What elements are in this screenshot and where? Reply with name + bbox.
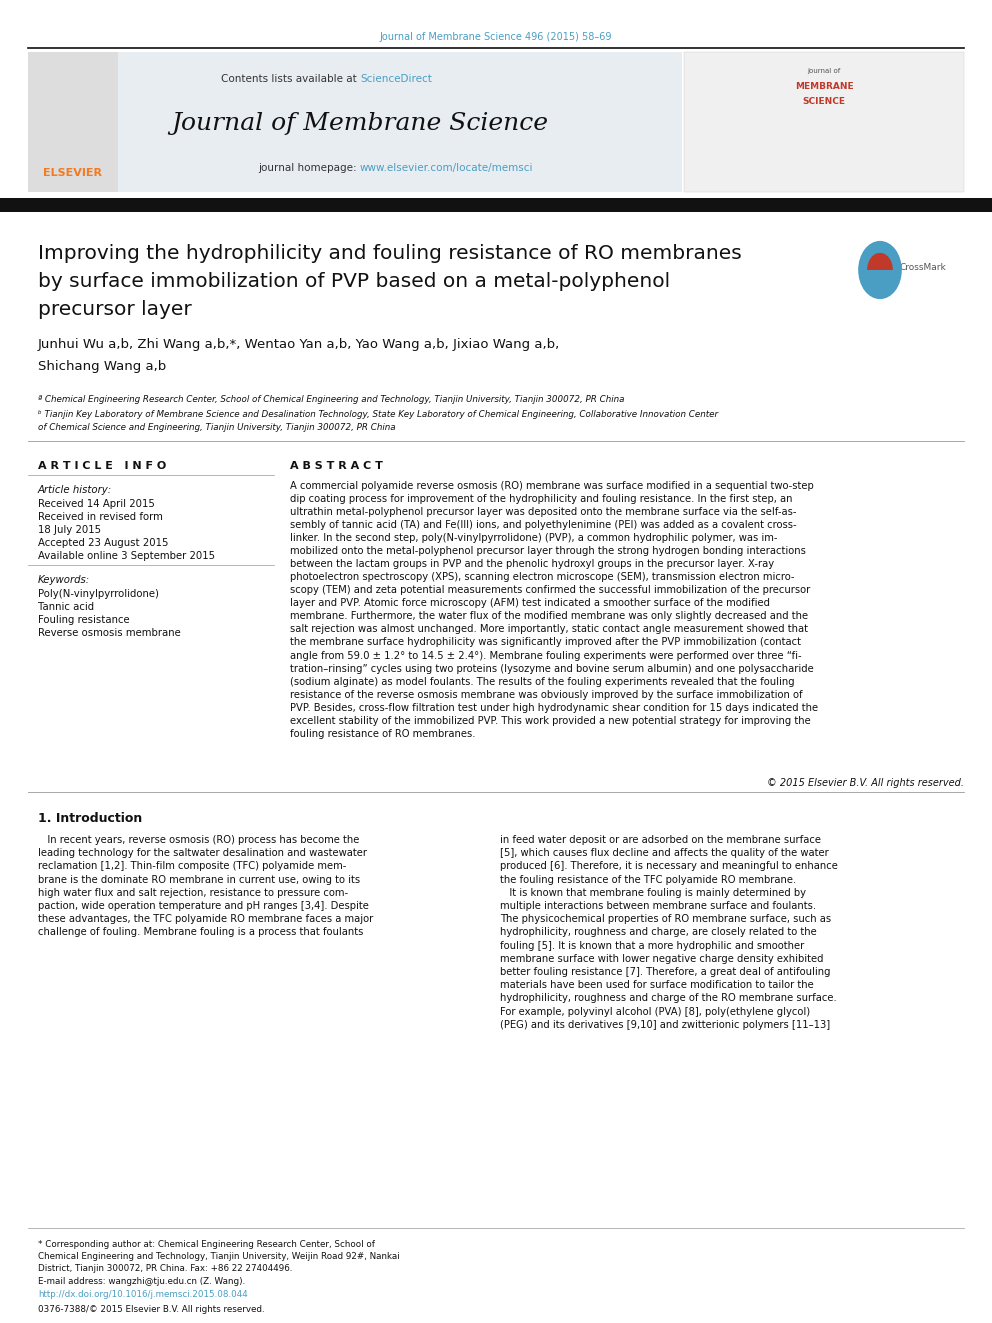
Text: fouling [5]. It is known that a more hydrophilic and smoother: fouling [5]. It is known that a more hyd… bbox=[500, 941, 805, 951]
Text: It is known that membrane fouling is mainly determined by: It is known that membrane fouling is mai… bbox=[500, 888, 806, 898]
Text: materials have been used for surface modification to tailor the: materials have been used for surface mod… bbox=[500, 980, 813, 990]
Text: ᵇ Tianjin Key Laboratory of Membrane Science and Desalination Technology, State : ᵇ Tianjin Key Laboratory of Membrane Sci… bbox=[38, 410, 718, 419]
Text: For example, polyvinyl alcohol (PVA) [8], poly(ethylene glycol): For example, polyvinyl alcohol (PVA) [8]… bbox=[500, 1007, 810, 1016]
Text: precursor layer: precursor layer bbox=[38, 300, 191, 319]
Text: The physicochemical properties of RO membrane surface, such as: The physicochemical properties of RO mem… bbox=[500, 914, 831, 925]
Text: Tannic acid: Tannic acid bbox=[38, 602, 94, 613]
Bar bbox=[38, 52, 682, 192]
Text: E-mail address: wangzhi@tju.edu.cn (Z. Wang).: E-mail address: wangzhi@tju.edu.cn (Z. W… bbox=[38, 1277, 245, 1286]
Text: Contents lists available at: Contents lists available at bbox=[221, 74, 360, 83]
Text: CrossMark: CrossMark bbox=[900, 263, 946, 273]
Text: SCIENCE: SCIENCE bbox=[803, 97, 845, 106]
Text: District, Tianjin 300072, PR China. Fax: +86 22 27404496.: District, Tianjin 300072, PR China. Fax:… bbox=[38, 1263, 293, 1273]
Text: Junhui Wu a,b, Zhi Wang a,b,*, Wentao Yan a,b, Yao Wang a,b, Jixiao Wang a,b,: Junhui Wu a,b, Zhi Wang a,b,*, Wentao Ya… bbox=[38, 337, 560, 351]
Text: Chemical Engineering and Technology, Tianjin University, Weijin Road 92#, Nankai: Chemical Engineering and Technology, Tia… bbox=[38, 1252, 400, 1261]
Text: A B S T R A C T: A B S T R A C T bbox=[290, 460, 383, 471]
Bar bbox=[28, 52, 118, 192]
Text: Fouling resistance: Fouling resistance bbox=[38, 615, 130, 624]
Text: 18 July 2015: 18 July 2015 bbox=[38, 525, 101, 534]
Text: leading technology for the saltwater desalination and wastewater: leading technology for the saltwater des… bbox=[38, 848, 367, 859]
Bar bbox=[0, 198, 992, 212]
Text: by surface immobilization of PVP based on a metal-polyphenol: by surface immobilization of PVP based o… bbox=[38, 273, 671, 291]
Text: the fouling resistance of the TFC polyamide RO membrane.: the fouling resistance of the TFC polyam… bbox=[500, 875, 797, 885]
Text: produced [6]. Therefore, it is necessary and meaningful to enhance: produced [6]. Therefore, it is necessary… bbox=[500, 861, 838, 872]
Text: Journal of Membrane Science: Journal of Membrane Science bbox=[172, 112, 549, 135]
Text: Keywords:: Keywords: bbox=[38, 576, 90, 585]
Text: better fouling resistance [7]. Therefore, a great deal of antifouling: better fouling resistance [7]. Therefore… bbox=[500, 967, 830, 976]
Text: paction, wide operation temperature and pH ranges [3,4]. Despite: paction, wide operation temperature and … bbox=[38, 901, 369, 912]
Text: [5], which causes flux decline and affects the quality of the water: [5], which causes flux decline and affec… bbox=[500, 848, 828, 859]
Text: in feed water deposit or are adsorbed on the membrane surface: in feed water deposit or are adsorbed on… bbox=[500, 835, 821, 845]
Text: http://dx.doi.org/10.1016/j.memsci.2015.08.044: http://dx.doi.org/10.1016/j.memsci.2015.… bbox=[38, 1290, 248, 1299]
Text: 1. Introduction: 1. Introduction bbox=[38, 812, 142, 826]
Text: multiple interactions between membrane surface and foulants.: multiple interactions between membrane s… bbox=[500, 901, 816, 912]
Text: challenge of fouling. Membrane fouling is a process that foulants: challenge of fouling. Membrane fouling i… bbox=[38, 927, 363, 938]
Text: A R T I C L E   I N F O: A R T I C L E I N F O bbox=[38, 460, 167, 471]
Text: A commercial polyamide reverse osmosis (RO) membrane was surface modified in a s: A commercial polyamide reverse osmosis (… bbox=[290, 482, 818, 738]
Text: reclamation [1,2]. Thin-film composite (TFC) polyamide mem-: reclamation [1,2]. Thin-film composite (… bbox=[38, 861, 346, 872]
Text: hydrophilicity, roughness and charge, are closely related to the: hydrophilicity, roughness and charge, ar… bbox=[500, 927, 816, 938]
Text: hydrophilicity, roughness and charge of the RO membrane surface.: hydrophilicity, roughness and charge of … bbox=[500, 994, 836, 1003]
Text: ScienceDirect: ScienceDirect bbox=[360, 74, 432, 83]
Text: ª Chemical Engineering Research Center, School of Chemical Engineering and Techn: ª Chemical Engineering Research Center, … bbox=[38, 396, 625, 404]
Text: Poly(N-vinylpyrrolidone): Poly(N-vinylpyrrolidone) bbox=[38, 589, 159, 599]
Text: journal of: journal of bbox=[807, 67, 840, 74]
Text: www.elsevier.com/locate/memsci: www.elsevier.com/locate/memsci bbox=[360, 163, 534, 173]
Text: journal homepage:: journal homepage: bbox=[258, 163, 360, 173]
Text: © 2015 Elsevier B.V. All rights reserved.: © 2015 Elsevier B.V. All rights reserved… bbox=[767, 778, 964, 789]
Text: In recent years, reverse osmosis (RO) process has become the: In recent years, reverse osmosis (RO) pr… bbox=[38, 835, 359, 845]
Circle shape bbox=[858, 241, 902, 299]
Text: Article history:: Article history: bbox=[38, 486, 112, 495]
Text: of Chemical Science and Engineering, Tianjin University, Tianjin 300072, PR Chin: of Chemical Science and Engineering, Tia… bbox=[38, 423, 396, 433]
Text: Accepted 23 August 2015: Accepted 23 August 2015 bbox=[38, 538, 169, 548]
Text: MEMBRANE: MEMBRANE bbox=[795, 82, 853, 91]
Text: * Corresponding author at: Chemical Engineering Research Center, School of: * Corresponding author at: Chemical Engi… bbox=[38, 1240, 375, 1249]
Text: Available online 3 September 2015: Available online 3 September 2015 bbox=[38, 550, 215, 561]
Text: (PEG) and its derivatives [9,10] and zwitterionic polymers [11–13]: (PEG) and its derivatives [9,10] and zwi… bbox=[500, 1020, 830, 1029]
Text: membrane surface with lower negative charge density exhibited: membrane surface with lower negative cha… bbox=[500, 954, 823, 963]
Text: Received 14 April 2015: Received 14 April 2015 bbox=[38, 499, 155, 509]
Text: Received in revised form: Received in revised form bbox=[38, 512, 163, 523]
Text: ELSEVIER: ELSEVIER bbox=[44, 168, 102, 179]
Wedge shape bbox=[867, 253, 893, 270]
Text: high water flux and salt rejection, resistance to pressure com-: high water flux and salt rejection, resi… bbox=[38, 888, 348, 898]
Text: Journal of Membrane Science 496 (2015) 58–69: Journal of Membrane Science 496 (2015) 5… bbox=[380, 32, 612, 42]
Text: these advantages, the TFC polyamide RO membrane faces a major: these advantages, the TFC polyamide RO m… bbox=[38, 914, 373, 925]
Text: Shichang Wang a,b: Shichang Wang a,b bbox=[38, 360, 167, 373]
Text: Reverse osmosis membrane: Reverse osmosis membrane bbox=[38, 628, 181, 638]
Bar bbox=[684, 52, 964, 192]
Text: brane is the dominate RO membrane in current use, owing to its: brane is the dominate RO membrane in cur… bbox=[38, 875, 360, 885]
Text: Improving the hydrophilicity and fouling resistance of RO membranes: Improving the hydrophilicity and fouling… bbox=[38, 243, 742, 263]
Text: 0376-7388/© 2015 Elsevier B.V. All rights reserved.: 0376-7388/© 2015 Elsevier B.V. All right… bbox=[38, 1304, 265, 1314]
